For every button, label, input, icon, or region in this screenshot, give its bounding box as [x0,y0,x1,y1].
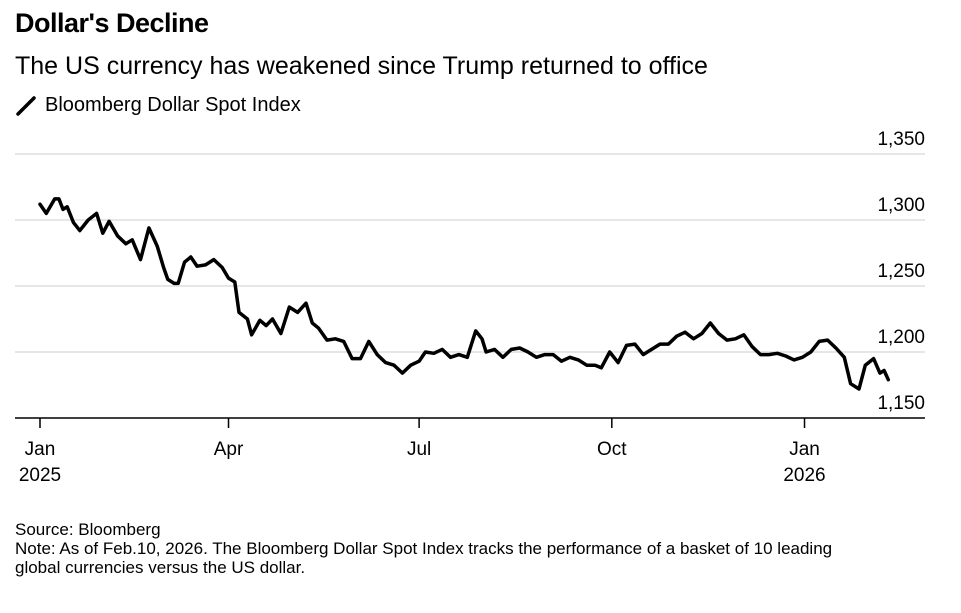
x-tick-label: Jan [789,439,820,460]
x-tick-label: Oct [597,439,627,460]
x-tick-label: Jan [25,439,56,460]
series-line [38,197,891,391]
x-tick-label: Apr [214,439,244,460]
y-axis-labels: 1,150 1,200 1,250 1,300 1,350 [877,129,925,414]
footnotes: Source: Bloomberg Note: As of Feb.10, 20… [15,520,945,577]
y-tick-label: 1,150 [877,393,925,414]
x-axis: Jan 2025 Apr Jul Oct Jan 2026 [19,418,826,486]
gridlines [15,153,925,419]
y-tick-label: 1,200 [877,327,925,348]
legend: Bloomberg Dollar Spot Index [15,94,301,117]
source-note: Source: Bloomberg [15,520,161,539]
legend-swatch-icon [16,95,36,116]
x-tick-year-label: 2025 [19,465,61,486]
series-layer [38,197,891,391]
y-tick-label: 1,250 [877,261,925,282]
note-line-2: global currencies versus the US dollar. [15,558,306,577]
y-tick-label: 1,300 [877,195,925,216]
chart-subtitle: The US currency has weakened since Trump… [15,52,708,80]
note-line-1: Note: As of Feb.10, 2026. The Bloomberg … [15,539,833,558]
chart-title: Dollar's Decline [15,8,209,38]
legend-label: Bloomberg Dollar Spot Index [45,94,301,116]
x-tick-year-label: 2026 [783,465,825,486]
x-tick-label: Jul [407,439,431,460]
y-tick-label: 1,350 [877,129,925,150]
